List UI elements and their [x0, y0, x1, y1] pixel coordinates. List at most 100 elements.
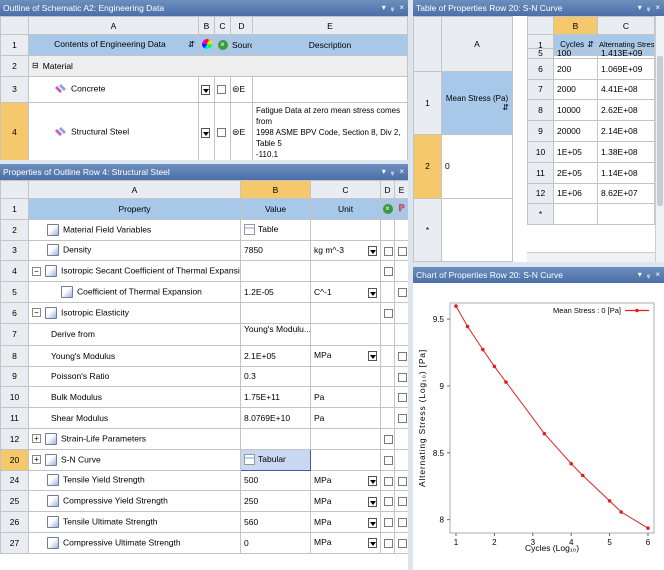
checkbox[interactable] — [384, 434, 393, 444]
parameter-checkbox[interactable] — [398, 538, 407, 548]
table-row[interactable]: 6 − Isotropic Elasticity — [0, 301, 408, 324]
collapse-icon[interactable]: ⊟ — [32, 60, 39, 70]
table-row[interactable]: 12 1E+06 8.62E+07 — [527, 182, 655, 205]
close-icon[interactable]: × — [399, 167, 404, 176]
col-header-a[interactable]: A — [28, 180, 241, 199]
pin-icon[interactable]: ᵩ — [390, 3, 395, 12]
vertical-scrollbar[interactable] — [655, 16, 664, 262]
parameter-checkbox[interactable] — [398, 518, 407, 528]
dropdown-icon[interactable]: ▾ — [637, 3, 642, 12]
table-row[interactable]: 3 Concrete ⊜E — [0, 75, 408, 103]
dropdown-icon[interactable]: ▾ — [381, 167, 386, 176]
table-row[interactable]: 12 + Strain-Life Parameters — [0, 427, 408, 450]
parameter-checkbox[interactable] — [398, 351, 407, 361]
checkbox[interactable] — [384, 497, 393, 507]
collapse-icon[interactable]: − — [32, 266, 41, 276]
density-value[interactable]: 7850 — [240, 239, 311, 262]
pin-icon[interactable]: ᵩ — [646, 3, 651, 12]
col-header-a[interactable]: A — [441, 16, 513, 72]
sort-icon[interactable]: ⇵ — [502, 103, 509, 113]
unit-dropdown-icon[interactable] — [368, 517, 377, 528]
table-row[interactable]: 9 Poisson's Ratio 0.3 — [0, 365, 408, 388]
dropdown-icon[interactable]: ▾ — [381, 3, 386, 12]
sort-icon[interactable]: ⇵ — [187, 39, 195, 50]
table-row[interactable]: 5 Coefficient of Thermal Expansion 1.2E-… — [0, 281, 408, 303]
derive-from-select[interactable]: Young's Modulu... — [244, 323, 311, 334]
col-header-b[interactable]: B — [240, 180, 311, 199]
checkbox[interactable] — [384, 267, 393, 277]
table-row[interactable]: * — [527, 203, 655, 226]
checkbox[interactable] — [384, 518, 393, 528]
checkbox[interactable] — [384, 476, 393, 486]
table-row[interactable]: 11 2E+05 1.14E+08 — [527, 161, 655, 184]
table-row[interactable]: 2 Material Field Variables Table — [0, 218, 408, 241]
pin-icon[interactable]: ᵩ — [646, 270, 651, 279]
parameter-checkbox[interactable] — [398, 288, 407, 298]
mean-stress-value[interactable]: 0 — [441, 134, 513, 199]
table-row[interactable]: 4 − Isotropic Secant Coefficient of Therm… — [0, 260, 408, 283]
close-icon[interactable]: × — [655, 270, 660, 279]
checkbox[interactable] — [384, 538, 393, 548]
col-header-c[interactable]: C — [597, 16, 655, 35]
checkbox[interactable] — [384, 246, 393, 256]
parameter-checkbox[interactable] — [398, 246, 407, 256]
table-row[interactable]: 4 Structural Steel ⊜E Fatigue Data at ze… — [0, 101, 408, 160]
col-header-d[interactable]: D — [230, 16, 253, 35]
col-header-b[interactable]: B — [553, 16, 598, 35]
col-header-e[interactable]: E — [394, 180, 408, 199]
col-header-e[interactable]: E — [252, 16, 408, 35]
close-icon[interactable]: × — [655, 3, 660, 12]
checkbox[interactable] — [384, 309, 393, 318]
table-row[interactable]: 25 Compressive Yield Strength 250 MPa — [0, 490, 408, 513]
table-row[interactable]: 24 Tensile Yield Strength 500 MPa — [0, 469, 408, 492]
table-row[interactable]: 8 Young's Modulus 2.1E+05 MPa — [0, 344, 408, 367]
parameter-checkbox[interactable] — [398, 476, 407, 486]
dropdown-icon[interactable]: ▾ — [637, 270, 642, 279]
col-header-d[interactable]: D — [380, 180, 395, 199]
table-row[interactable]: 5 100 1.413E+09 — [527, 47, 655, 59]
expand-icon[interactable]: + — [32, 455, 41, 465]
table-row[interactable]: 10 Bulk Modulus 1.75E+11 Pa — [0, 386, 408, 409]
dropdown-icon[interactable] — [201, 84, 210, 95]
sort-icon[interactable]: ⇵ — [587, 40, 594, 50]
suppress-checkbox[interactable] — [217, 128, 226, 138]
col-header-b[interactable]: B — [198, 16, 215, 35]
collapse-icon[interactable]: − — [32, 308, 41, 318]
unit-dropdown-icon[interactable] — [368, 351, 377, 362]
suppress-checkbox[interactable] — [217, 85, 226, 95]
material-name-structural-steel[interactable]: Structural Steel — [71, 126, 130, 137]
table-row[interactable]: 7 Derive from Young's Modulu... — [0, 322, 408, 346]
col-header-a[interactable]: A — [28, 16, 199, 35]
close-icon[interactable]: × — [399, 3, 404, 12]
table-row[interactable]: 8 10000 2.62E+08 — [527, 99, 655, 122]
col-header-c[interactable]: C — [310, 180, 381, 199]
table-row[interactable]: 9 20000 2.14E+08 — [527, 120, 655, 142]
parameter-checkbox[interactable] — [398, 393, 407, 403]
table-row[interactable]: 2 ⊟ Material — [0, 54, 408, 77]
table-row[interactable]: * — [413, 197, 513, 262]
unit-dropdown-icon[interactable] — [368, 496, 377, 507]
unit-dropdown-icon[interactable] — [368, 245, 377, 256]
table-row[interactable]: 20 + S-N Curve Tabular — [0, 448, 408, 471]
parameter-checkbox[interactable] — [398, 372, 407, 382]
horizontal-scrollbar[interactable] — [527, 252, 655, 262]
unit-dropdown-icon[interactable] — [368, 475, 377, 486]
parameter-checkbox[interactable] — [398, 414, 407, 424]
table-row[interactable]: 3 Density 7850 kg m^-3 — [0, 239, 408, 262]
table-row[interactable]: 26 Tensile Ultimate Strength 560 MPa — [0, 511, 408, 533]
unit-dropdown-icon[interactable] — [368, 287, 377, 298]
table-row[interactable]: 27 Compressive Ultimate Strength 0 MPa — [0, 531, 408, 554]
col-header-c[interactable]: C — [214, 16, 231, 35]
dropdown-icon[interactable] — [201, 127, 210, 138]
expand-icon[interactable]: + — [32, 434, 41, 444]
table-row[interactable]: 11 Shear Modulus 8.0769E+10 Pa — [0, 407, 408, 429]
material-name-concrete[interactable]: Concrete — [71, 83, 106, 94]
parameter-checkbox[interactable] — [398, 497, 407, 507]
table-row[interactable]: 7 2000 4.41E+08 — [527, 78, 655, 101]
table-row[interactable]: 6 200 1.069E+09 — [527, 57, 655, 80]
pin-icon[interactable]: ᵩ — [390, 167, 395, 176]
checkbox[interactable] — [384, 455, 393, 465]
table-row[interactable]: 10 1E+05 1.38E+08 — [527, 140, 655, 163]
unit-dropdown-icon[interactable] — [368, 538, 377, 549]
